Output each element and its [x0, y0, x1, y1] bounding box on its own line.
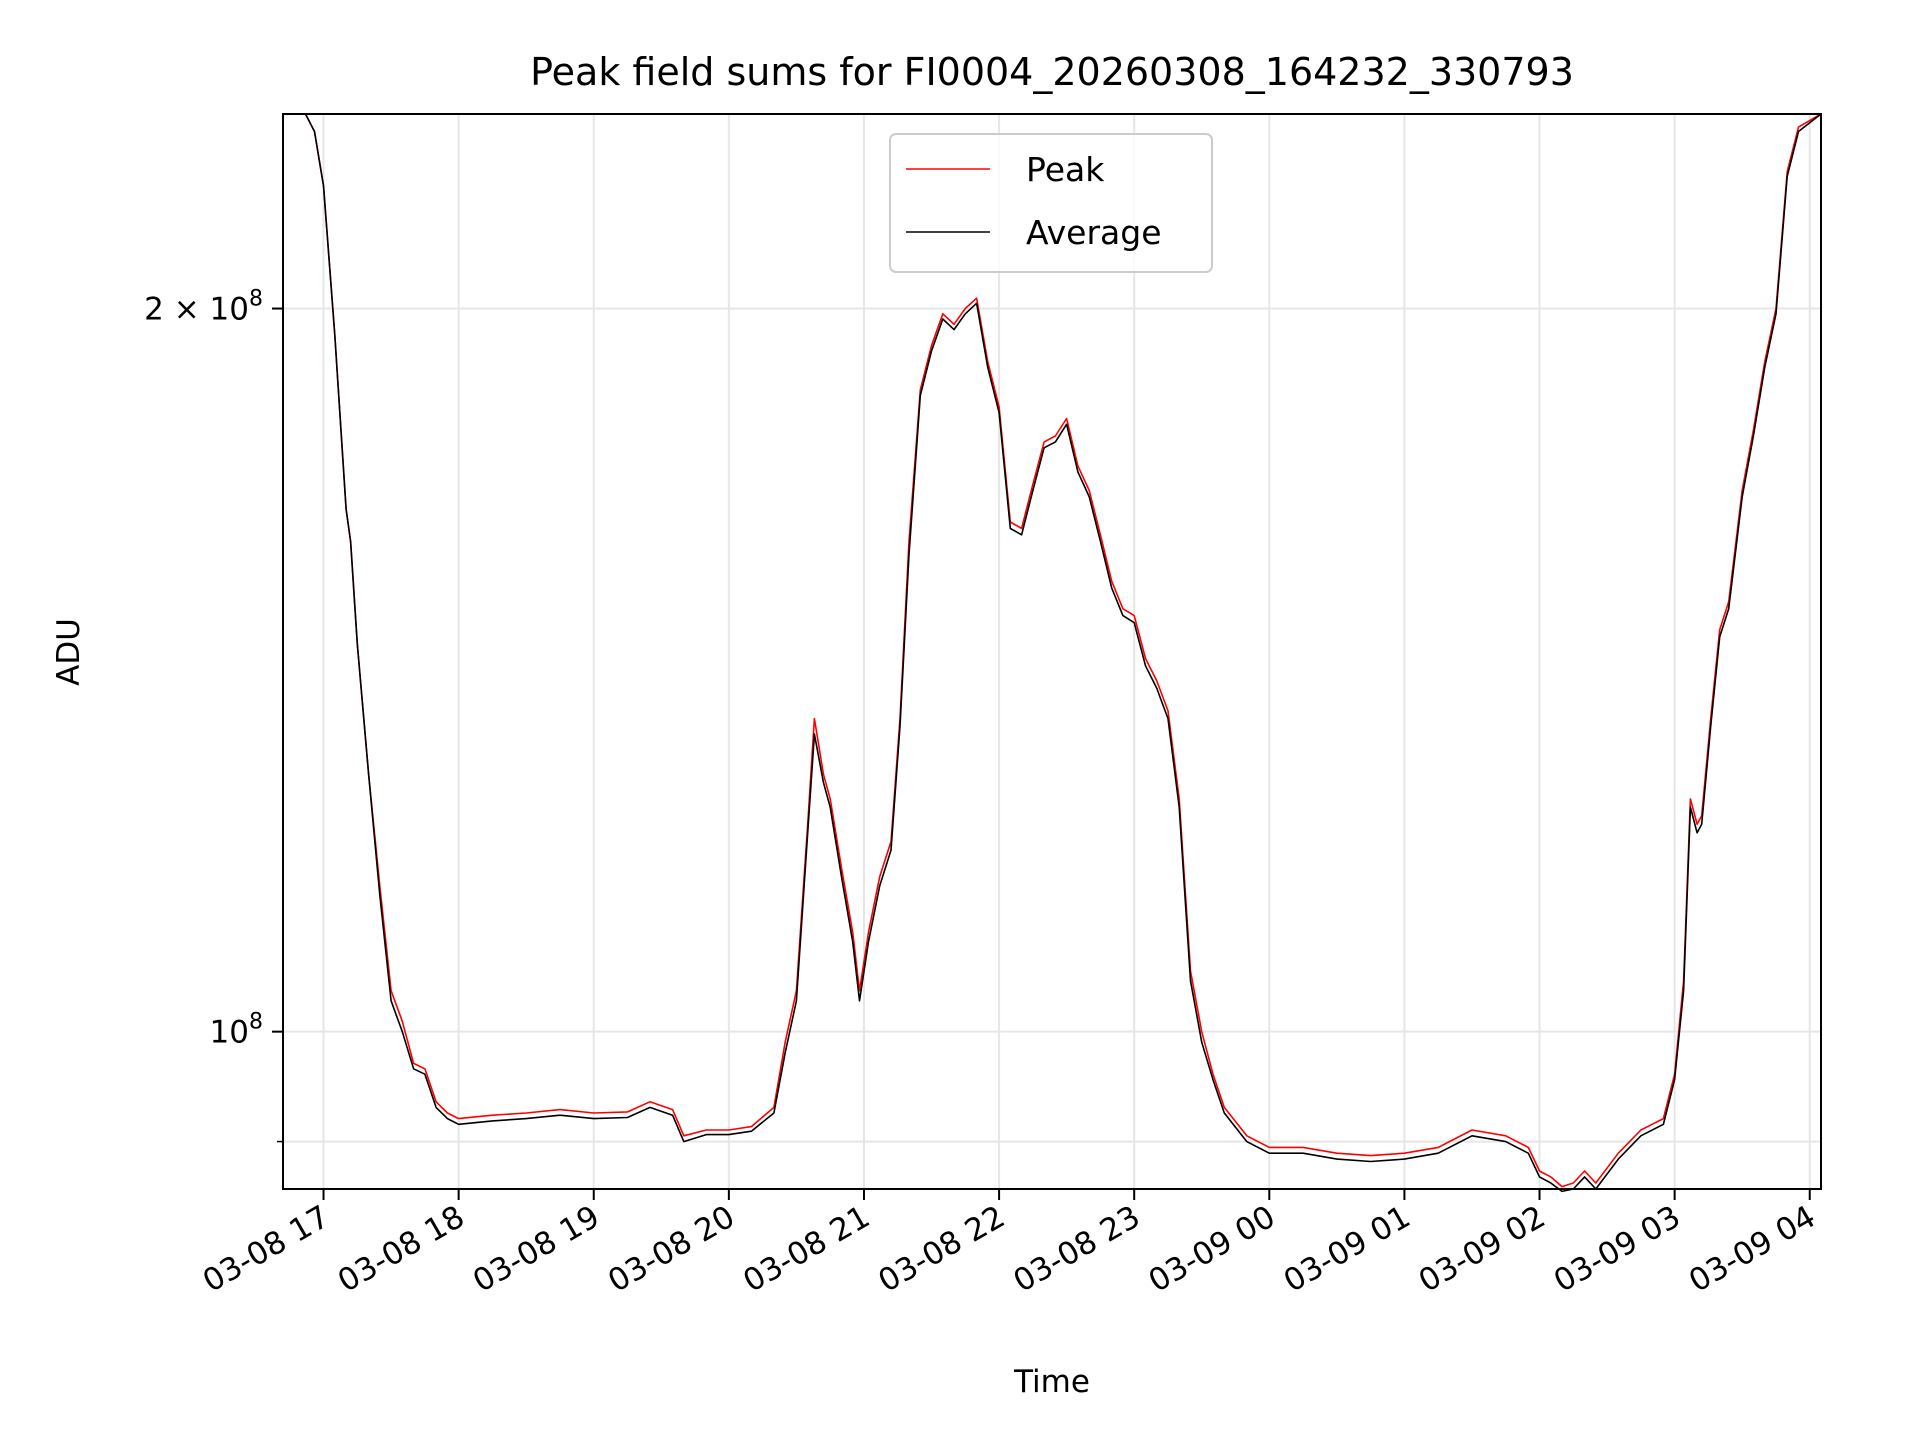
grid-lines: [283, 114, 1821, 1189]
legend-label-peak: Peak: [1026, 150, 1105, 189]
y-axis-label: ADU: [51, 618, 87, 686]
plot-series: [283, 113, 1822, 1193]
y-tick-exponent: 8: [249, 1010, 263, 1035]
y-tick-exponent: 8: [249, 287, 263, 312]
x-axis-label: Time: [1013, 1364, 1090, 1400]
y-tick-mantissa: 2 × 10: [144, 292, 249, 328]
y-tick-label: 108: [210, 1010, 263, 1051]
series-line-average: [283, 113, 1822, 1193]
series-line-peak: [283, 113, 1822, 1188]
y-tick-mantissa: 10: [210, 1015, 249, 1051]
legend-label-average: Average: [1026, 213, 1162, 252]
y-tick-label: 2 × 108: [144, 287, 263, 328]
plot-area-frame: [282, 113, 1822, 1190]
legend: Peak Average: [889, 133, 1213, 273]
chart-title: Peak field sums for FI0004_20260308_1642…: [530, 50, 1574, 94]
